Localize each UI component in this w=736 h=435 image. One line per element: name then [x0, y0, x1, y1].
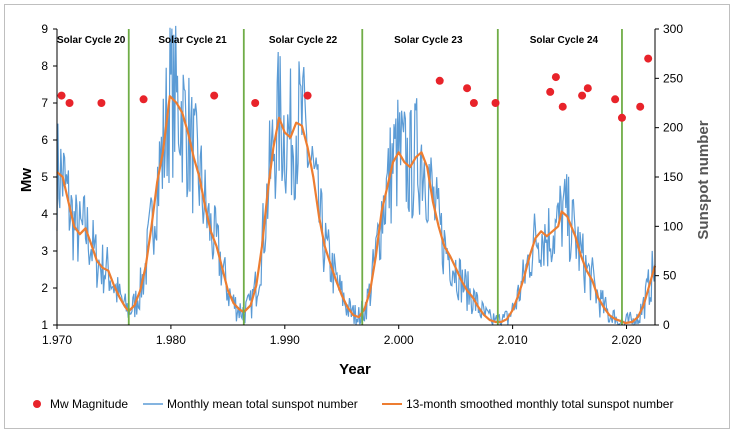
- y-right-tick-label: 0: [663, 318, 670, 332]
- y-right-tick-label: 50: [663, 269, 677, 283]
- x-tick-label: 2.010: [498, 333, 528, 347]
- y-right-tick-label: 100: [663, 219, 683, 233]
- y-right-tick-label: 150: [663, 170, 683, 184]
- y-left-tick-label: 1: [41, 318, 48, 332]
- y-right-tick-label: 200: [663, 121, 683, 135]
- y-left-tick-label: 6: [41, 133, 48, 147]
- legend-mw-marker: [33, 400, 41, 408]
- x-tick-label: 1.970: [42, 333, 72, 347]
- legend: Mw Magnitude Monthly mean total sunspot n…: [33, 397, 673, 411]
- mw-point: [57, 91, 66, 100]
- mw-point: [583, 84, 592, 93]
- legend-smoothed-label: 13-month smoothed monthly total sunspot …: [406, 397, 673, 411]
- y-right-tick-label: 300: [663, 22, 683, 36]
- y-axis-label-left: Mw: [18, 168, 35, 192]
- mw-point: [435, 76, 444, 85]
- y-left-tick-label: 9: [41, 22, 48, 36]
- mw-point: [463, 84, 472, 93]
- y-left-tick-label: 5: [41, 170, 48, 184]
- cycle-label-5: Solar Cycle 24: [530, 35, 599, 46]
- y-left-tick-label: 2: [41, 281, 48, 295]
- x-tick-label: 2.000: [384, 333, 414, 347]
- cycle-label-3: Solar Cycle 22: [269, 35, 338, 46]
- smoothed-sunspot-line: [56, 94, 657, 325]
- mw-point: [469, 99, 478, 107]
- cycle-label-1: Solar Cycle 20: [57, 35, 126, 46]
- mw-point: [139, 95, 148, 104]
- mw-point: [617, 113, 626, 122]
- x-tick-label: 1.980: [156, 333, 186, 347]
- legend-monthly-label: Monthly mean total sunspot number: [167, 397, 358, 411]
- mw-point: [551, 73, 560, 82]
- mw-point: [303, 91, 312, 100]
- figure-frame: [4, 4, 730, 429]
- mw-point: [558, 102, 567, 111]
- mw-point: [491, 99, 500, 107]
- mw-point: [97, 99, 106, 107]
- monthly-sunspot-line: [56, 25, 656, 327]
- x-tick-label: 1.990: [270, 333, 300, 347]
- mw-point: [210, 91, 219, 100]
- y-left-tick-label: 4: [41, 207, 48, 221]
- y-left-tick-label: 3: [41, 244, 48, 258]
- mw-point: [65, 99, 74, 107]
- mw-point: [546, 87, 555, 96]
- mw-point: [644, 54, 653, 63]
- mw-point: [251, 99, 260, 107]
- y-left-tick-label: 8: [41, 59, 48, 73]
- y-left-tick-label: 7: [41, 96, 48, 110]
- x-axis-label: Year: [339, 361, 371, 378]
- y-right-tick-label: 250: [663, 71, 683, 85]
- legend-mw-label: Mw Magnitude: [50, 397, 128, 411]
- mw-point: [578, 91, 587, 100]
- cycle-label-4: Solar Cycle 23: [394, 35, 463, 46]
- cycle-label-2: Solar Cycle 21: [158, 35, 227, 46]
- mw-point: [611, 95, 620, 104]
- y-axis-label-right: Sunspot number: [695, 120, 712, 239]
- x-tick-label: 2.020: [612, 333, 642, 347]
- mw-point: [636, 102, 645, 111]
